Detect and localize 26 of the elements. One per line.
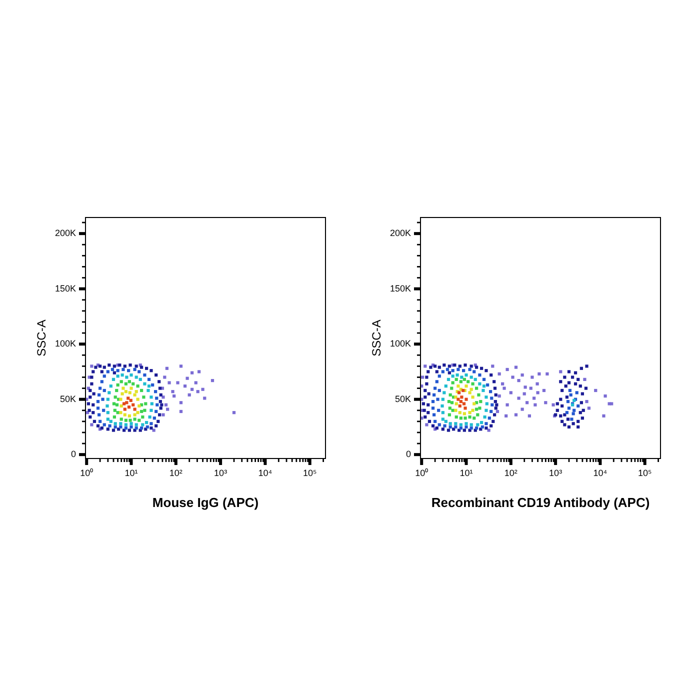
- y-axis-title: SSC-A: [370, 320, 384, 356]
- y-tick-label: 0: [70, 449, 76, 460]
- y-tick-label: 50K: [394, 394, 411, 404]
- y-tick-label: 150K: [54, 283, 76, 294]
- x-tick-label: 10²: [504, 468, 518, 478]
- x-tick-label: 10²: [169, 468, 182, 478]
- y-tick-label: 0: [406, 449, 411, 460]
- x-tick-label: 10⁴: [593, 468, 608, 478]
- x-tick-label: 10⁵: [302, 468, 317, 478]
- x-tick-label: 10³: [214, 468, 228, 478]
- x-tick-label: 10¹: [460, 468, 473, 478]
- x-tick-label: 10⁰: [415, 468, 428, 478]
- x-tick-label: 10¹: [124, 468, 138, 478]
- y-tick-label: 150K: [390, 283, 411, 294]
- y-tick-label: 200K: [390, 228, 411, 238]
- x-axis-title: Mouse IgG (APC): [152, 494, 259, 510]
- x-tick-label: 10⁴: [258, 468, 272, 478]
- y-axis-title: SSC-A: [34, 320, 49, 356]
- x-tick-label: 10⁵: [638, 468, 652, 478]
- x-tick-label: 10⁰: [80, 468, 94, 478]
- y-tick-label: 100K: [390, 338, 411, 349]
- y-tick-label: 200K: [54, 228, 76, 238]
- y-tick-label: 100K: [54, 338, 76, 349]
- y-tick-label: 50K: [60, 394, 76, 404]
- x-axis-title: Recombinant CD19 Antibody (APC): [431, 494, 650, 510]
- x-tick-label: 10³: [549, 468, 562, 478]
